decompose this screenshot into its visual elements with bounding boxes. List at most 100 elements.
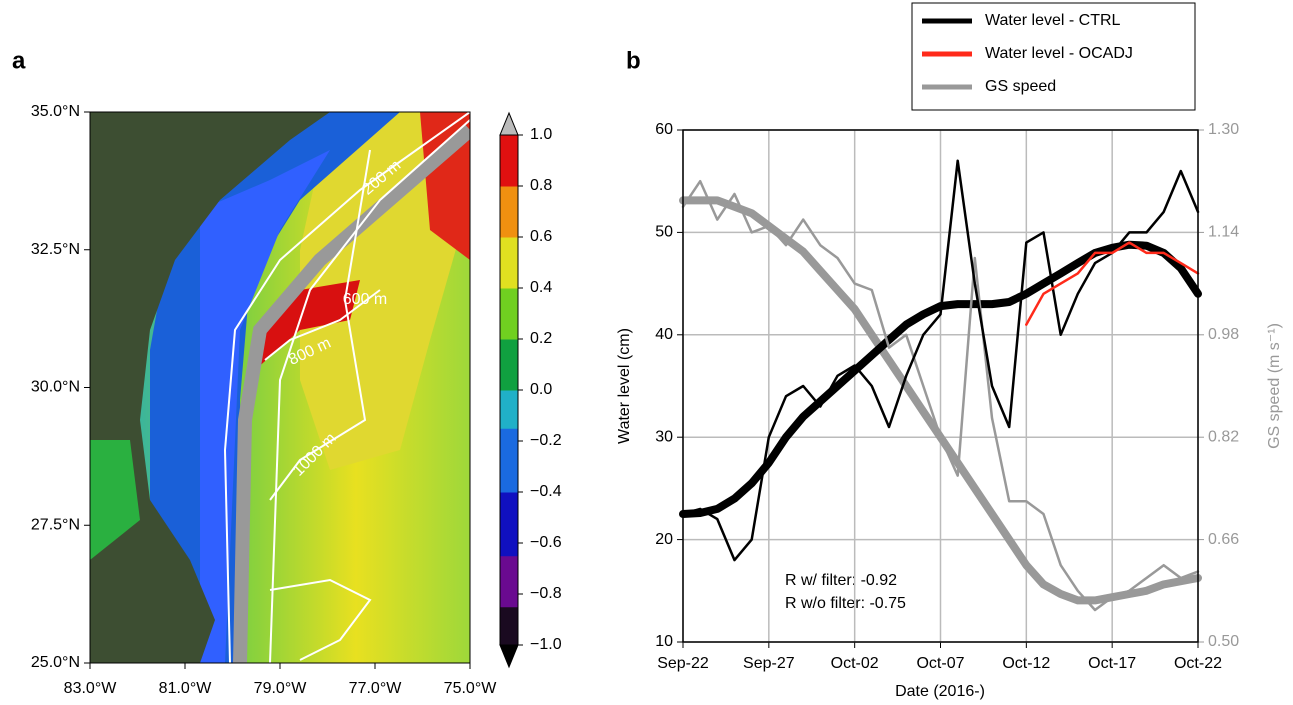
y-tick-label: 20 [655,531,673,548]
y2-tick-label: 0.50 [1208,633,1239,650]
colorbar-cell [500,377,518,391]
colorbar-cell [500,594,518,608]
panel-label: a [12,47,26,74]
colorbar-cell [500,198,518,212]
contours [223,112,470,663]
colorbar-cell [500,186,518,200]
colorbar-tick-label: −1.0 [530,636,562,653]
colorbar-cell [500,530,518,544]
ocean-patch [255,280,360,370]
colorbar-cell [500,492,518,506]
colorbar-tick-label: −0.2 [530,432,562,449]
legend-label: GS speed [985,78,1056,95]
colorbar-cell [500,555,518,569]
colorbar-cell [500,466,518,480]
y-tick-label: 25.0°N [31,654,80,671]
colorbar-cell [500,237,518,251]
colorbar-cell [500,453,518,467]
colorbar-cell [500,300,518,314]
y-tick-label: 10 [655,633,673,650]
x-tick-label: Sep-27 [743,655,795,672]
colorbar-cell [500,581,518,595]
series-line [1025,241,1200,326]
colorbar-cell [500,224,518,238]
colorbar-extend [499,111,519,136]
colorbar-cell [500,390,518,404]
colorbar-cell [500,543,518,557]
contour-label: 600 m [343,291,387,308]
colorbar-tick-label: 0.2 [530,330,552,347]
colorbar-tick-label: 0.8 [530,177,552,194]
map [90,112,470,663]
ocean-patch [90,440,140,560]
colorbar-cell [500,351,518,365]
colorbar-cell [500,441,518,455]
colorbar-cell [500,262,518,276]
y2-tick-label: 1.30 [1208,121,1239,138]
y2-tick-label: 0.66 [1208,531,1239,548]
colorbar-cell [500,275,518,289]
colorbar-cell [500,517,518,531]
x-tick-label: Oct-02 [831,655,879,672]
colorbar-tick-label: 0.4 [530,279,552,296]
x-tick-label: Oct-17 [1088,655,1136,672]
colorbar-cell [500,364,518,378]
shelf-edge [233,124,470,663]
y-tick-label: 32.5°N [31,241,80,258]
colorbar-tick-label: 0.6 [530,228,552,245]
x-tick-label: Oct-12 [1002,655,1050,672]
ocean-patch [300,112,470,470]
y2-tick-label: 0.98 [1208,326,1239,343]
colorbar-cell [500,568,518,582]
x-tick-label: Oct-22 [1174,655,1222,672]
y-tick-label: 35.0°N [31,103,80,120]
colorbar-cell [500,326,518,340]
y2-axis-label: GS speed (m s⁻¹) [1266,323,1283,449]
annotation: R w/o filter: -0.75 [785,595,906,612]
y-tick-label: 60 [655,121,673,138]
colorbar-tick-label: 1.0 [530,126,552,143]
land [90,112,330,663]
colorbar-cell [500,173,518,187]
ocean-patch [200,150,330,663]
colorbar-cell [500,619,518,633]
plot-frame [682,129,1199,643]
y-tick-label: 30 [655,428,673,445]
y2-tick-label: 1.14 [1208,224,1239,241]
x-tick-label: 77.0°W [349,680,403,697]
y2-tick-label: 0.82 [1208,428,1239,445]
colorbar-tick-label: −0.4 [530,483,562,500]
colorbar-cell [500,428,518,442]
x-tick-label: 83.0°W [64,680,118,697]
y-tick-label: 27.5°N [31,516,80,533]
series-line [681,179,1200,612]
colorbar-cell [500,402,518,416]
colorbar-cell [500,415,518,429]
x-tick-label: Oct-07 [916,655,964,672]
colorbar-cell [500,339,518,353]
colorbar-cell [500,632,518,646]
legend-label: Water level - CTRL [985,12,1121,29]
colorbar-cell [500,160,518,174]
x-tick-label: 81.0°W [159,680,213,697]
x-tick-label: 79.0°W [254,680,308,697]
colorbar-extend [499,644,519,669]
x-tick-label: 75.0°W [444,680,498,697]
colorbar: 1.0 0.8 0.6 0.4 0.2 0.0 −0.2 −0.4 −0.6 −0.8 −1.0 [499,111,562,669]
legend-label: Water level - OCADJ [985,45,1133,62]
colorbar-cell [500,288,518,302]
y-axis-label: Water level (cm) [616,328,633,444]
y-tick-label: 50 [655,224,673,241]
y-tick-label: 40 [655,326,673,343]
colorbar-cell [500,211,518,225]
colorbar-cell [500,135,518,149]
panel-label: b [626,47,641,74]
colorbar-cell [500,147,518,161]
colorbar-cell [500,606,518,620]
x-axis-label: Date (2016-) [895,683,985,700]
annotation: R w/ filter: -0.92 [785,572,897,589]
colorbar-tick-label: 0.0 [530,381,552,398]
colorbar-cell [500,504,518,518]
colorbar-cell [500,313,518,327]
